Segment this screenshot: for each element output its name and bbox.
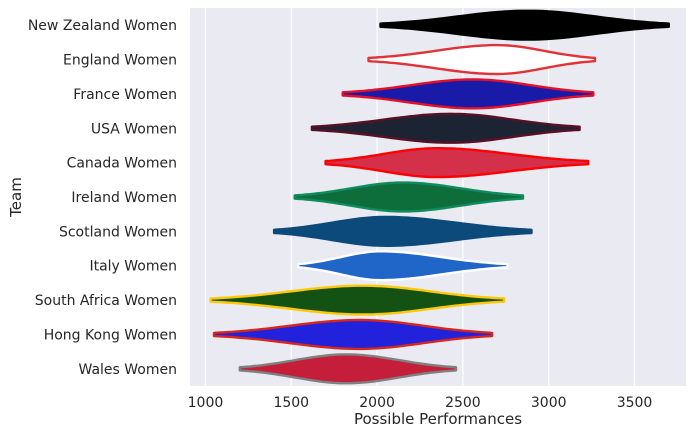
x-tick-label: 3500	[617, 395, 653, 411]
y-tick-label: Ireland Women	[71, 190, 177, 206]
y-axis-label: Team	[7, 177, 25, 218]
y-tick-labels: New Zealand Women England Women France Wom…	[28, 18, 177, 378]
x-axis-label: Possible Performances	[354, 410, 522, 428]
y-tick-label: Hong Kong Women	[44, 327, 177, 343]
y-tick-label: Italy Women	[89, 259, 177, 275]
y-tick-label: Wales Women	[79, 362, 178, 378]
y-tick-label: New Zealand Women	[28, 18, 177, 34]
violin-10	[238, 353, 458, 385]
y-tick-label: USA Women	[91, 121, 177, 137]
x-tick-label: 2000	[359, 395, 395, 411]
violin-3	[310, 112, 581, 144]
y-tick-label: Scotland Women	[59, 224, 177, 240]
violin-0	[379, 9, 670, 41]
y-tick-label: Canada Women	[67, 156, 177, 172]
violin-5	[293, 181, 525, 213]
x-tick-label: 3000	[531, 395, 567, 411]
violin-4	[324, 147, 590, 179]
y-tick-label: South Africa Women	[35, 293, 177, 309]
violin-8	[209, 284, 506, 316]
y-tick-label: France Women	[73, 87, 177, 103]
x-tick-label: 1500	[273, 395, 309, 411]
violin-2	[341, 78, 595, 110]
violin-7	[296, 250, 509, 282]
violin-6	[272, 215, 533, 247]
violin-1	[367, 43, 597, 76]
violin-9	[212, 318, 494, 351]
x-tick-labels: 1000 1500 2000 2500 3000 3500	[188, 395, 653, 411]
x-tick-label: 2500	[445, 395, 481, 411]
y-tick-label: England Women	[63, 53, 177, 69]
violins	[209, 9, 670, 385]
x-tick-label: 1000	[188, 395, 224, 411]
